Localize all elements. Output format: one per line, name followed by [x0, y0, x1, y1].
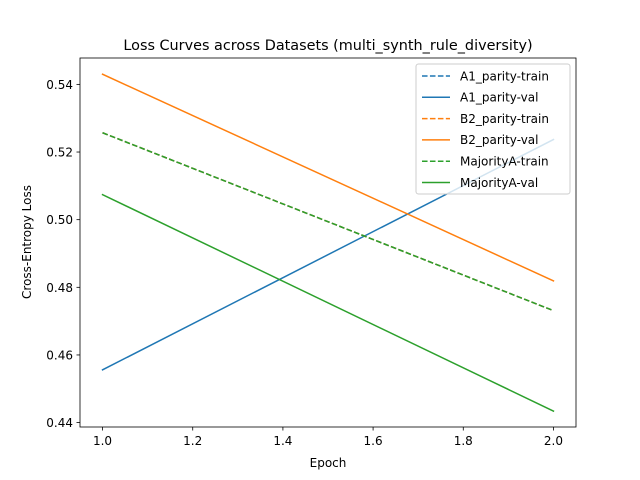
legend-label-4: MajorityA-train	[460, 155, 549, 169]
legend-label-0: A1_parity-train	[460, 69, 549, 83]
chart-title: Loss Curves across Datasets (multi_synth…	[123, 38, 532, 54]
legend-label-3: B2_parity-val	[460, 133, 539, 147]
y-tick-label: 0.46	[46, 348, 73, 362]
y-tick-label: 0.48	[46, 281, 73, 295]
series-line-5	[101, 193, 555, 413]
y-tick-label: 0.50	[46, 213, 73, 227]
y-tick-label: 0.44	[46, 416, 73, 430]
y-tick-label: 0.54	[46, 78, 73, 92]
x-tick-label: 1.2	[183, 434, 202, 448]
legend-label-2: B2_parity-train	[460, 112, 549, 126]
series-line-4	[102, 132, 554, 312]
y-tick-label: 0.52	[46, 146, 73, 160]
x-axis-label: Epoch	[310, 456, 347, 470]
legend-frame	[415, 63, 571, 195]
legend: A1_parity-train A1_parity-val B2_parity-tr…	[415, 63, 571, 195]
x-tick-label: 1.4	[273, 434, 292, 448]
series-line-3	[101, 73, 555, 282]
x-tick-label: 1.0	[93, 434, 112, 448]
legend-label-5: MajorityA-val	[460, 176, 538, 190]
y-axis-label: Cross-Entropy Loss	[20, 185, 34, 299]
legend-label-1: A1_parity-val	[460, 91, 538, 105]
x-tick-label: 2.0	[544, 434, 563, 448]
axes-frame	[79, 57, 577, 428]
x-tick-label: 1.8	[454, 434, 473, 448]
x-tick-label: 1.6	[364, 434, 383, 448]
